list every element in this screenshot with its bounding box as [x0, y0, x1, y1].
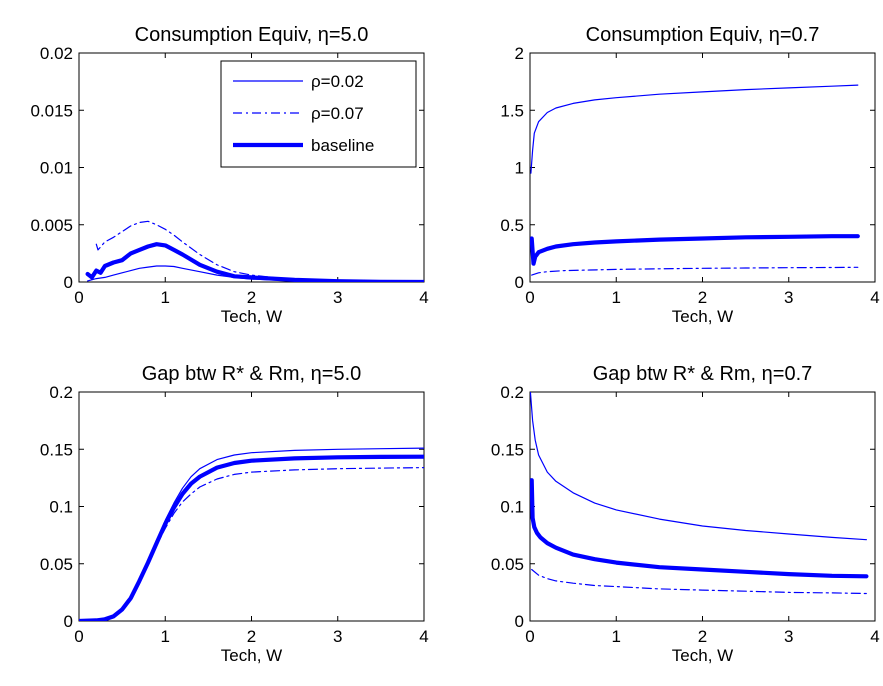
- y-tick-label: 0.1: [500, 498, 524, 517]
- chart-title: Consumption Equiv, η=0.7: [586, 24, 820, 46]
- x-tick-label: 4: [870, 288, 879, 307]
- series-line-thick-solid: [530, 234, 860, 266]
- series-line-thin-solid: [530, 392, 868, 541]
- x-tick-label: 0: [74, 288, 83, 307]
- y-tick-label: 0.01: [40, 159, 73, 178]
- x-tick-label: 2: [247, 627, 256, 646]
- y-tick-label: 0.15: [40, 440, 73, 459]
- x-tick-label: 0: [525, 627, 534, 646]
- x-tick-label: 0: [74, 627, 83, 646]
- x-tick-label: 1: [161, 288, 170, 307]
- plot-area: [78, 391, 425, 622]
- x-tick-label: 3: [784, 627, 793, 646]
- y-tick-label: 0.015: [30, 101, 73, 120]
- y-tick-label: 0.02: [40, 44, 73, 63]
- x-tick-label: 4: [419, 288, 428, 307]
- x-tick-label: 2: [698, 288, 707, 307]
- y-tick-label: 0.05: [491, 555, 524, 574]
- plot-area: [529, 52, 876, 283]
- y-tick-label: 1.5: [500, 101, 524, 120]
- legend-label: ρ=0.07: [311, 104, 364, 123]
- y-tick-label: 1: [515, 159, 524, 178]
- series-line-dash-dot: [95, 220, 424, 282]
- legend-label: ρ=0.02: [311, 72, 364, 91]
- chart-panel-3: 0 1 2 3 4 0 0.05 0.1 0.15 0.2 Gap btw R* & Rm, η=5…: [40, 363, 429, 665]
- y-tick-label: 0.2: [49, 383, 73, 402]
- legend: ρ=0.02 ρ=0.07 baseline: [220, 60, 417, 168]
- series-line-dash-dot: [531, 266, 859, 276]
- y-tick-label: 0.1: [49, 498, 73, 517]
- series-line-thick-solid: [79, 454, 424, 621]
- x-tick-label: 1: [612, 627, 621, 646]
- y-tick-label: 2: [515, 44, 524, 63]
- x-axis-label: Tech, W: [221, 307, 282, 326]
- x-tick-label: 2: [698, 627, 707, 646]
- y-tick-label: 0.5: [500, 216, 524, 235]
- chart-panel-2: 0 1 2 3 4 0 0.5 1 1.5 2 Consumption Equiv, η=0.7 Te…: [500, 24, 879, 326]
- chart-panel-1: 0 1 2 3 4 0 0.005 0.01 0.015 0.02 Consumption Equi…: [30, 24, 428, 326]
- x-tick-label: 3: [333, 627, 342, 646]
- x-tick-label: 2: [247, 288, 256, 307]
- legend-box: [220, 60, 417, 168]
- x-axis-label: Tech, W: [672, 646, 733, 665]
- y-tick-label: 0: [64, 612, 73, 631]
- y-tick-label: 0: [515, 612, 524, 631]
- chart-panel-4: 0 1 2 3 4 0 0.05 0.1 0.15 0.2 Gap btw R* & Rm, η=0…: [491, 363, 880, 665]
- y-tick-label: 0.2: [500, 383, 524, 402]
- chart-title: Gap btw R* & Rm, η=5.0: [142, 363, 362, 385]
- legend-label: baseline: [311, 136, 374, 155]
- x-tick-label: 1: [612, 288, 621, 307]
- y-tick-label: 0.005: [30, 216, 73, 235]
- x-tick-label: 3: [333, 288, 342, 307]
- y-tick-label: 0: [515, 273, 524, 292]
- y-tick-label: 0.05: [40, 555, 73, 574]
- x-axis-label: Tech, W: [221, 646, 282, 665]
- x-tick-label: 4: [419, 627, 428, 646]
- y-tick-label: 0.15: [491, 440, 524, 459]
- x-tick-label: 3: [784, 288, 793, 307]
- chart-title: Gap btw R* & Rm, η=0.7: [593, 363, 813, 385]
- x-axis-label: Tech, W: [672, 307, 733, 326]
- y-tick-label: 0: [64, 273, 73, 292]
- x-tick-label: 4: [870, 627, 879, 646]
- series-line-dash-dot: [531, 568, 868, 595]
- x-tick-label: 1: [161, 627, 170, 646]
- chart-title: Consumption Equiv, η=5.0: [135, 24, 369, 46]
- series-line-thick-solid: [85, 242, 424, 282]
- series-line-thick-solid: [530, 478, 869, 579]
- plot-area: [529, 391, 876, 622]
- series-line-thin-solid: [530, 84, 859, 174]
- x-tick-label: 0: [525, 288, 534, 307]
